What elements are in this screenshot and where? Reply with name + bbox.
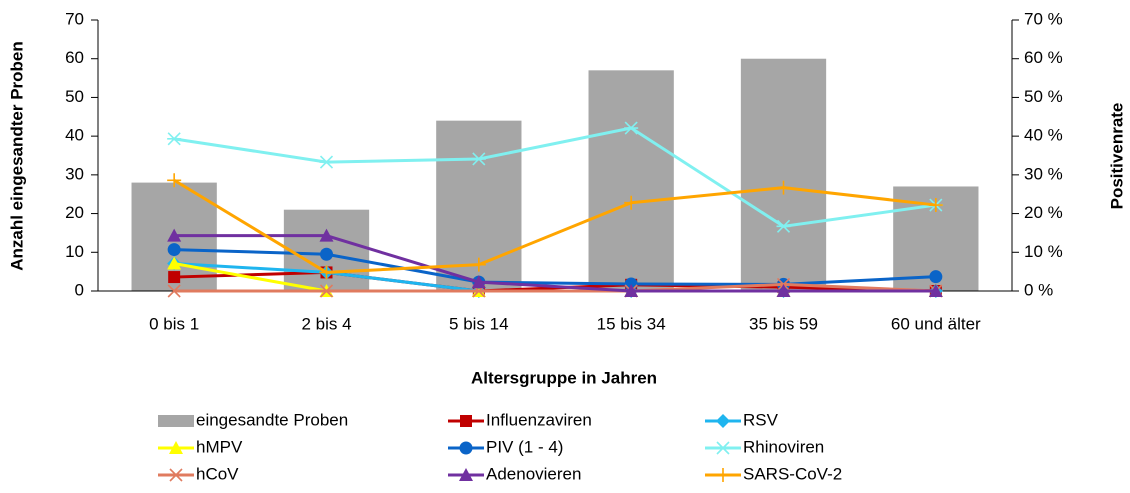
y2-tick-label: 30 % — [1024, 164, 1063, 183]
legend-swatch — [158, 415, 194, 427]
legend-marker — [716, 441, 730, 455]
y-tick-label: 70 — [65, 9, 84, 28]
x-tick-label: 35 bis 59 — [749, 314, 818, 333]
marker — [776, 284, 791, 297]
marker — [471, 275, 486, 289]
y-tick-label: 60 — [65, 48, 84, 67]
y2-tick-label: 60 % — [1024, 48, 1063, 67]
legend-label: Adenovieren — [486, 464, 581, 483]
x-tick-label: 5 bis 14 — [449, 314, 509, 333]
marker — [167, 173, 182, 188]
y2-tick-label: 40 % — [1024, 126, 1063, 145]
marker — [471, 152, 486, 166]
marker — [167, 132, 182, 146]
legend-label: Rhinoviren — [743, 437, 824, 456]
x-tick-label: 60 und älter — [891, 314, 981, 333]
marker — [320, 247, 333, 261]
line — [174, 234, 936, 293]
marker — [624, 121, 639, 135]
marker — [776, 180, 791, 195]
marker — [319, 284, 334, 298]
marker — [928, 284, 943, 297]
y2-tick-label: 50 % — [1024, 87, 1063, 106]
line — [173, 126, 937, 228]
marker — [928, 198, 943, 213]
marker — [319, 228, 334, 242]
legend-marker — [460, 415, 472, 427]
bar — [740, 58, 827, 291]
y2-tick-label: 0 % — [1024, 280, 1053, 299]
legend-marker — [169, 468, 183, 482]
marker — [167, 256, 182, 270]
marker — [471, 257, 486, 272]
y-tick-label: 0 — [75, 280, 84, 299]
x-axis-title: Altersgruppe in Jahren — [471, 368, 657, 387]
marker — [624, 195, 639, 210]
marker — [167, 228, 182, 242]
marker — [776, 219, 791, 233]
y2-tick-label: 10 % — [1024, 242, 1063, 261]
y-tick-label: 10 — [65, 242, 84, 261]
legend-label: RSV — [743, 410, 779, 429]
legend-label: hMPV — [196, 437, 243, 456]
line — [173, 178, 937, 274]
legend-marker — [459, 468, 473, 481]
y2-axis-title: Positivenrate — [1107, 103, 1126, 210]
y-tick-label: 50 — [65, 87, 84, 106]
bar — [588, 70, 674, 291]
x-tick-label: 15 bis 34 — [597, 314, 666, 333]
line — [174, 248, 936, 286]
marker — [319, 155, 334, 169]
marker — [624, 284, 639, 297]
legend-marker — [716, 468, 730, 482]
legend-marker — [459, 441, 473, 455]
marker — [167, 243, 181, 257]
y-tick-label: 30 — [65, 164, 84, 183]
y-tick-label: 40 — [65, 126, 84, 145]
y2-tick-label: 70 % — [1024, 9, 1063, 28]
marker — [167, 284, 181, 298]
y-axis-title: Anzahl eingesandter Proben — [7, 41, 26, 271]
legend-label: Influenzaviren — [486, 410, 592, 429]
legend-label: eingesandte Proben — [196, 410, 348, 429]
line — [174, 282, 936, 293]
x-tick-label: 0 bis 1 — [149, 314, 199, 333]
x-tick-label: 2 bis 4 — [301, 314, 351, 333]
y2-tick-label: 20 % — [1024, 203, 1063, 222]
legend-label: PIV (1 - 4) — [486, 437, 563, 456]
legend-label: hCoV — [196, 464, 239, 483]
y-tick-label: 20 — [65, 203, 84, 222]
legend-label: SARS-CoV-2 — [743, 464, 842, 483]
marker — [929, 270, 943, 284]
marker — [319, 265, 334, 280]
legend-marker — [169, 441, 183, 454]
marker — [168, 271, 181, 284]
legend-marker — [716, 414, 730, 428]
